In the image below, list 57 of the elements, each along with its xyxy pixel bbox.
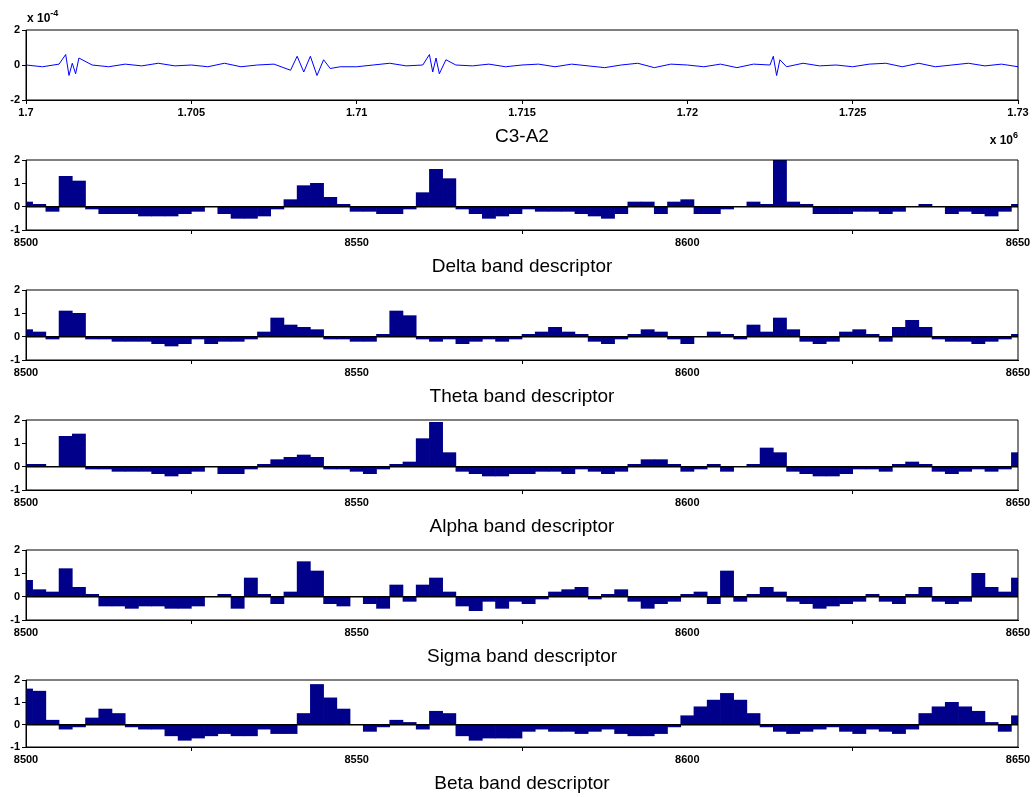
x-tick-label: 8650 <box>1005 235 1031 248</box>
x-tick-label: 8550 <box>344 752 369 765</box>
y-tick-label: 1 <box>13 306 20 319</box>
y-tick-label: -1 <box>10 353 20 366</box>
x-axis-title: Alpha band descriptor <box>429 514 616 536</box>
x-tick-label: 8600 <box>675 365 700 378</box>
y-tick-label: 0 <box>13 717 20 730</box>
x-tick-label: 8500 <box>13 752 39 765</box>
x-tick-label: 8650 <box>1005 625 1031 638</box>
y-tick-label: 1 <box>13 176 20 189</box>
x-axis-title: C3-A2 <box>495 124 549 146</box>
x-tick-label: 1.705 <box>177 105 206 118</box>
x-tick-label: 1.7 <box>18 105 34 118</box>
x-tick-label: 8650 <box>1005 495 1031 508</box>
x-axis-title: Sigma band descriptor <box>426 644 618 666</box>
x-tick-label: 8500 <box>13 495 39 508</box>
y-tick-label: 0 <box>13 199 20 212</box>
x-tick-label: 8650 <box>1005 365 1031 378</box>
x-tick-label: 8600 <box>675 625 700 638</box>
x-tick-label: 8550 <box>344 495 369 508</box>
x-tick-label: 1.725 <box>838 105 867 118</box>
y-tick-label: 2 <box>13 23 20 36</box>
x-tick-label: 1.71 <box>345 105 368 118</box>
y-tick-label: 0 <box>13 329 20 342</box>
y-tick-label: -1 <box>10 613 20 626</box>
x-tick-label: 1.73 <box>1007 105 1029 118</box>
x-axis-title: Theta band descriptor <box>429 384 616 406</box>
y-tick-label: -1 <box>10 223 20 236</box>
x-tick-label: 8500 <box>13 625 39 638</box>
x-axis-title: Beta band descriptor <box>434 771 611 793</box>
y-tick-label: 2 <box>13 413 20 426</box>
x-tick-label: 8500 <box>13 365 39 378</box>
y-tick-label: 0 <box>13 459 20 472</box>
y-tick-label: 2 <box>13 153 20 166</box>
x-tick-label: 8600 <box>675 495 700 508</box>
x-tick-label: 1.72 <box>676 105 699 118</box>
x-tick-label: 8550 <box>344 625 369 638</box>
y-tick-label: -1 <box>10 483 20 496</box>
x-tick-label: 8550 <box>344 365 369 378</box>
y-tick-label: 1 <box>13 436 20 449</box>
x-tick-label: 8600 <box>675 235 700 248</box>
y-tick-label: -2 <box>10 93 20 106</box>
x-tick-label: 1.715 <box>508 105 536 118</box>
y-tick-label: 1 <box>13 566 20 579</box>
y-tick-label: 2 <box>13 673 20 686</box>
y-tick-label: 1 <box>13 695 20 708</box>
x-tick-label: 8500 <box>13 235 39 248</box>
y-tick-label: -1 <box>10 740 20 753</box>
y-tick-label: 2 <box>13 543 20 556</box>
y-tick-label: 2 <box>13 283 20 296</box>
y-tick-label: 0 <box>13 58 20 71</box>
bar <box>45 206 60 212</box>
x-tick-label: 8650 <box>1005 752 1031 765</box>
x-tick-label: 8600 <box>675 752 700 765</box>
x-axis-title: Delta band descriptor <box>431 254 613 276</box>
x-tick-label: 8550 <box>344 235 369 248</box>
y-tick-label: 0 <box>13 589 20 602</box>
